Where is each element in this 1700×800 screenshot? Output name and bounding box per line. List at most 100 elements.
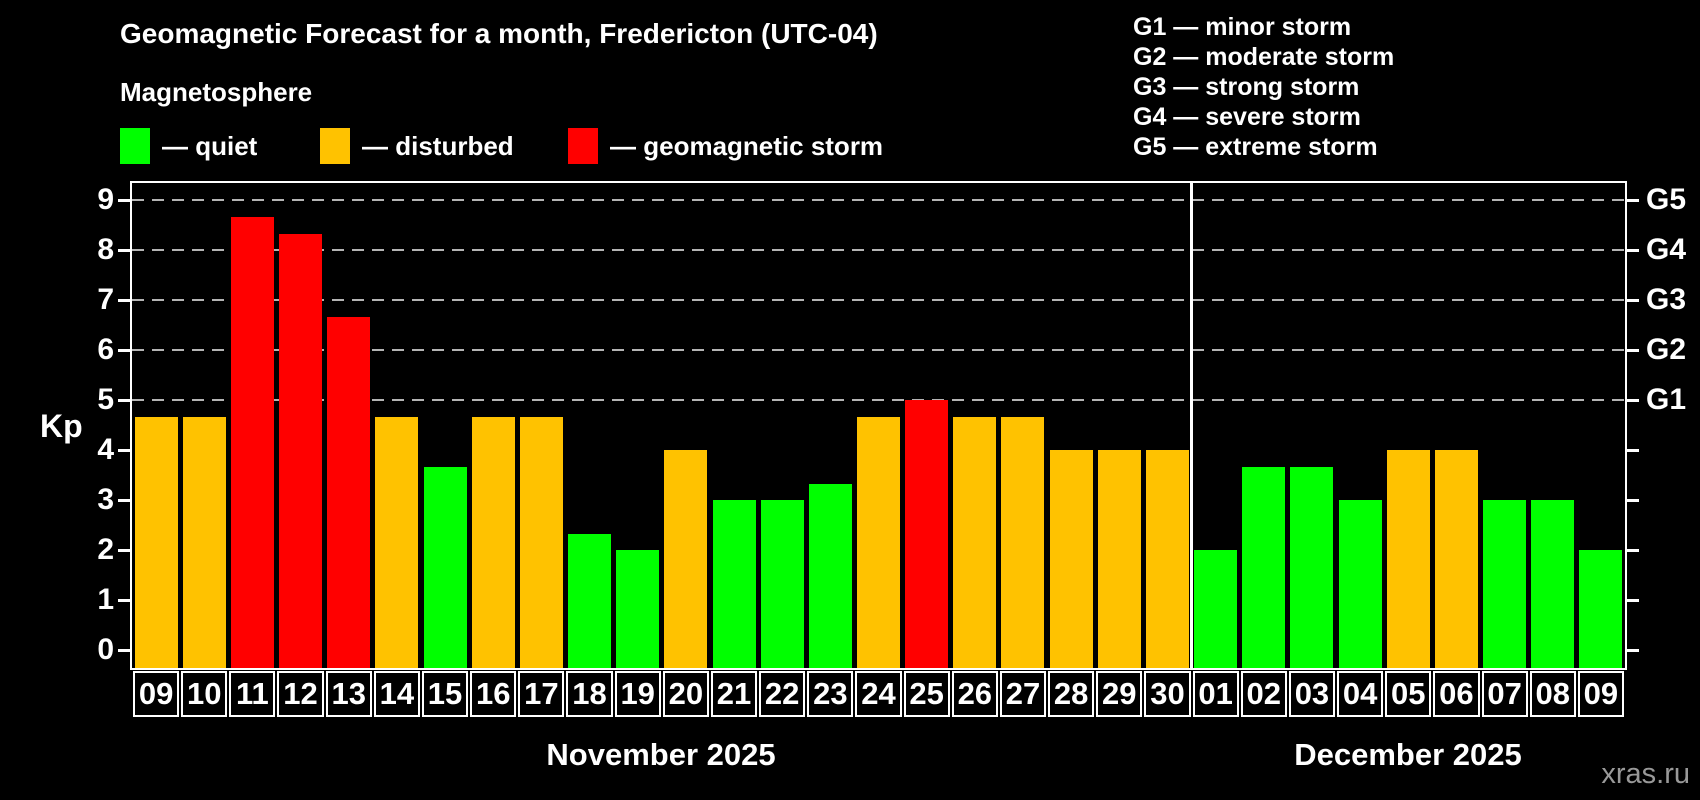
date-label: 11: [229, 671, 276, 717]
date-label: 23: [807, 671, 854, 717]
date-label: 12: [277, 671, 324, 717]
kp-bar: [182, 416, 226, 668]
right-axis-tick: [1626, 398, 1639, 402]
g-legend-line-g2: G2 — moderate storm: [1133, 43, 1395, 71]
y-axis-label-kp: Kp: [40, 408, 83, 444]
kp-bar: [857, 416, 900, 668]
kp-bar: [1579, 550, 1623, 668]
left-axis-tick-label: 7: [97, 283, 114, 316]
month-label-november: November 2025: [546, 737, 776, 772]
kp-bar: [423, 466, 467, 668]
legend-swatch-storm: [568, 128, 598, 164]
kp-bar: [327, 316, 371, 668]
date-label: 24: [855, 671, 902, 717]
right-axis-tick: [1626, 498, 1639, 502]
right-axis-tick: [1626, 548, 1639, 552]
date-label: 01: [1192, 671, 1239, 717]
date-label: 29: [1096, 671, 1143, 717]
kp-bar: [1001, 416, 1045, 668]
left-axis-tick-label: 4: [97, 433, 114, 466]
kp-bar: [1483, 500, 1527, 668]
date-label: 28: [1048, 671, 1095, 717]
kp-bar: [134, 416, 178, 668]
right-axis-label-g1: G1: [1646, 383, 1687, 416]
right-axis-tick: [1626, 348, 1639, 352]
kp-bar: [1049, 450, 1093, 668]
gridline-kp9: [132, 199, 1625, 201]
left-axis-tick: [118, 198, 131, 202]
date-label: 18: [566, 671, 613, 717]
date-label: 19: [614, 671, 661, 717]
gridline-kp7: [132, 299, 1625, 301]
month-separator-line: [1190, 183, 1194, 668]
kp-bar: [1194, 550, 1238, 668]
right-axis-label-g3: G3: [1646, 283, 1687, 316]
date-label: 20: [662, 671, 709, 717]
left-axis-tick: [118, 298, 131, 302]
month-label-december: December 2025: [1294, 737, 1522, 772]
right-axis-label-g2: G2: [1646, 333, 1687, 366]
right-axis-tick: [1626, 648, 1639, 652]
g-legend-line-g3: G3 — strong storm: [1133, 73, 1360, 101]
date-label: 13: [325, 671, 372, 717]
g-legend-line-g4: G4 — severe storm: [1133, 103, 1361, 131]
kp-bar: [1434, 450, 1478, 668]
gridline-kp5: [132, 399, 1625, 401]
date-label: 22: [759, 671, 806, 717]
kp-bar: [568, 533, 612, 668]
kp-bar: [905, 400, 949, 668]
right-axis-label-g4: G4: [1646, 233, 1687, 266]
kp-bar: [375, 416, 419, 668]
chart-title: Geomagnetic Forecast for a month, Freder…: [120, 18, 878, 49]
legend-swatch-quiet: [120, 128, 150, 164]
plot-area: [130, 181, 1627, 670]
date-label: 08: [1529, 671, 1576, 717]
date-label: 14: [373, 671, 420, 717]
legend-swatch-disturbed: [320, 128, 350, 164]
left-axis-tick-label: 6: [97, 333, 114, 366]
left-axis-tick: [118, 248, 131, 252]
left-axis-tick-label: 3: [97, 483, 114, 516]
right-axis-tick: [1626, 598, 1639, 602]
kp-bar: [1290, 466, 1334, 668]
legend-label-disturbed: — disturbed: [362, 131, 514, 161]
kp-bar: [664, 450, 708, 668]
date-label: 02: [1240, 671, 1287, 717]
right-axis-tick: [1626, 198, 1639, 202]
date-label: 21: [710, 671, 758, 717]
kp-bar: [808, 483, 852, 668]
kp-bar: [616, 550, 660, 668]
date-label: 15: [421, 671, 469, 717]
g-legend-line-g1: G1 — minor storm: [1133, 13, 1352, 41]
left-axis-tick: [118, 648, 131, 652]
kp-bar: [230, 216, 274, 668]
kp-bar: [953, 416, 997, 668]
date-label: 03: [1288, 671, 1336, 717]
date-label: 30: [1144, 671, 1191, 717]
kp-bar: [760, 500, 804, 668]
kp-bar: [1386, 450, 1430, 668]
gridline-kp8: [132, 249, 1625, 251]
date-label: 09: [1577, 671, 1624, 717]
left-axis-tick: [118, 348, 131, 352]
date-label: 10: [181, 671, 228, 717]
date-label: 04: [1337, 671, 1384, 717]
date-label: 06: [1433, 671, 1480, 717]
date-label: 07: [1481, 671, 1528, 717]
kp-bar: [471, 416, 515, 668]
watermark: xras.ru: [1601, 758, 1690, 790]
right-axis-tick: [1626, 448, 1639, 452]
date-label: 05: [1385, 671, 1432, 717]
date-axis: 09 10 11 12 13 14 15 16 17 18 19 20 21 22 23 24 25 26 27 28…: [132, 671, 1625, 717]
date-label: 25: [903, 671, 950, 717]
left-axis-tick: [118, 398, 131, 402]
g-legend-line-g5: G5 — extreme storm: [1133, 133, 1378, 161]
kp-bar: [1097, 450, 1141, 668]
date-label: 16: [470, 671, 517, 717]
kp-bar: [1531, 500, 1575, 668]
kp-bar: [1145, 450, 1189, 668]
kp-bar: [712, 500, 756, 668]
date-label: 09: [133, 671, 180, 717]
left-axis-tick-label: 8: [97, 233, 114, 266]
